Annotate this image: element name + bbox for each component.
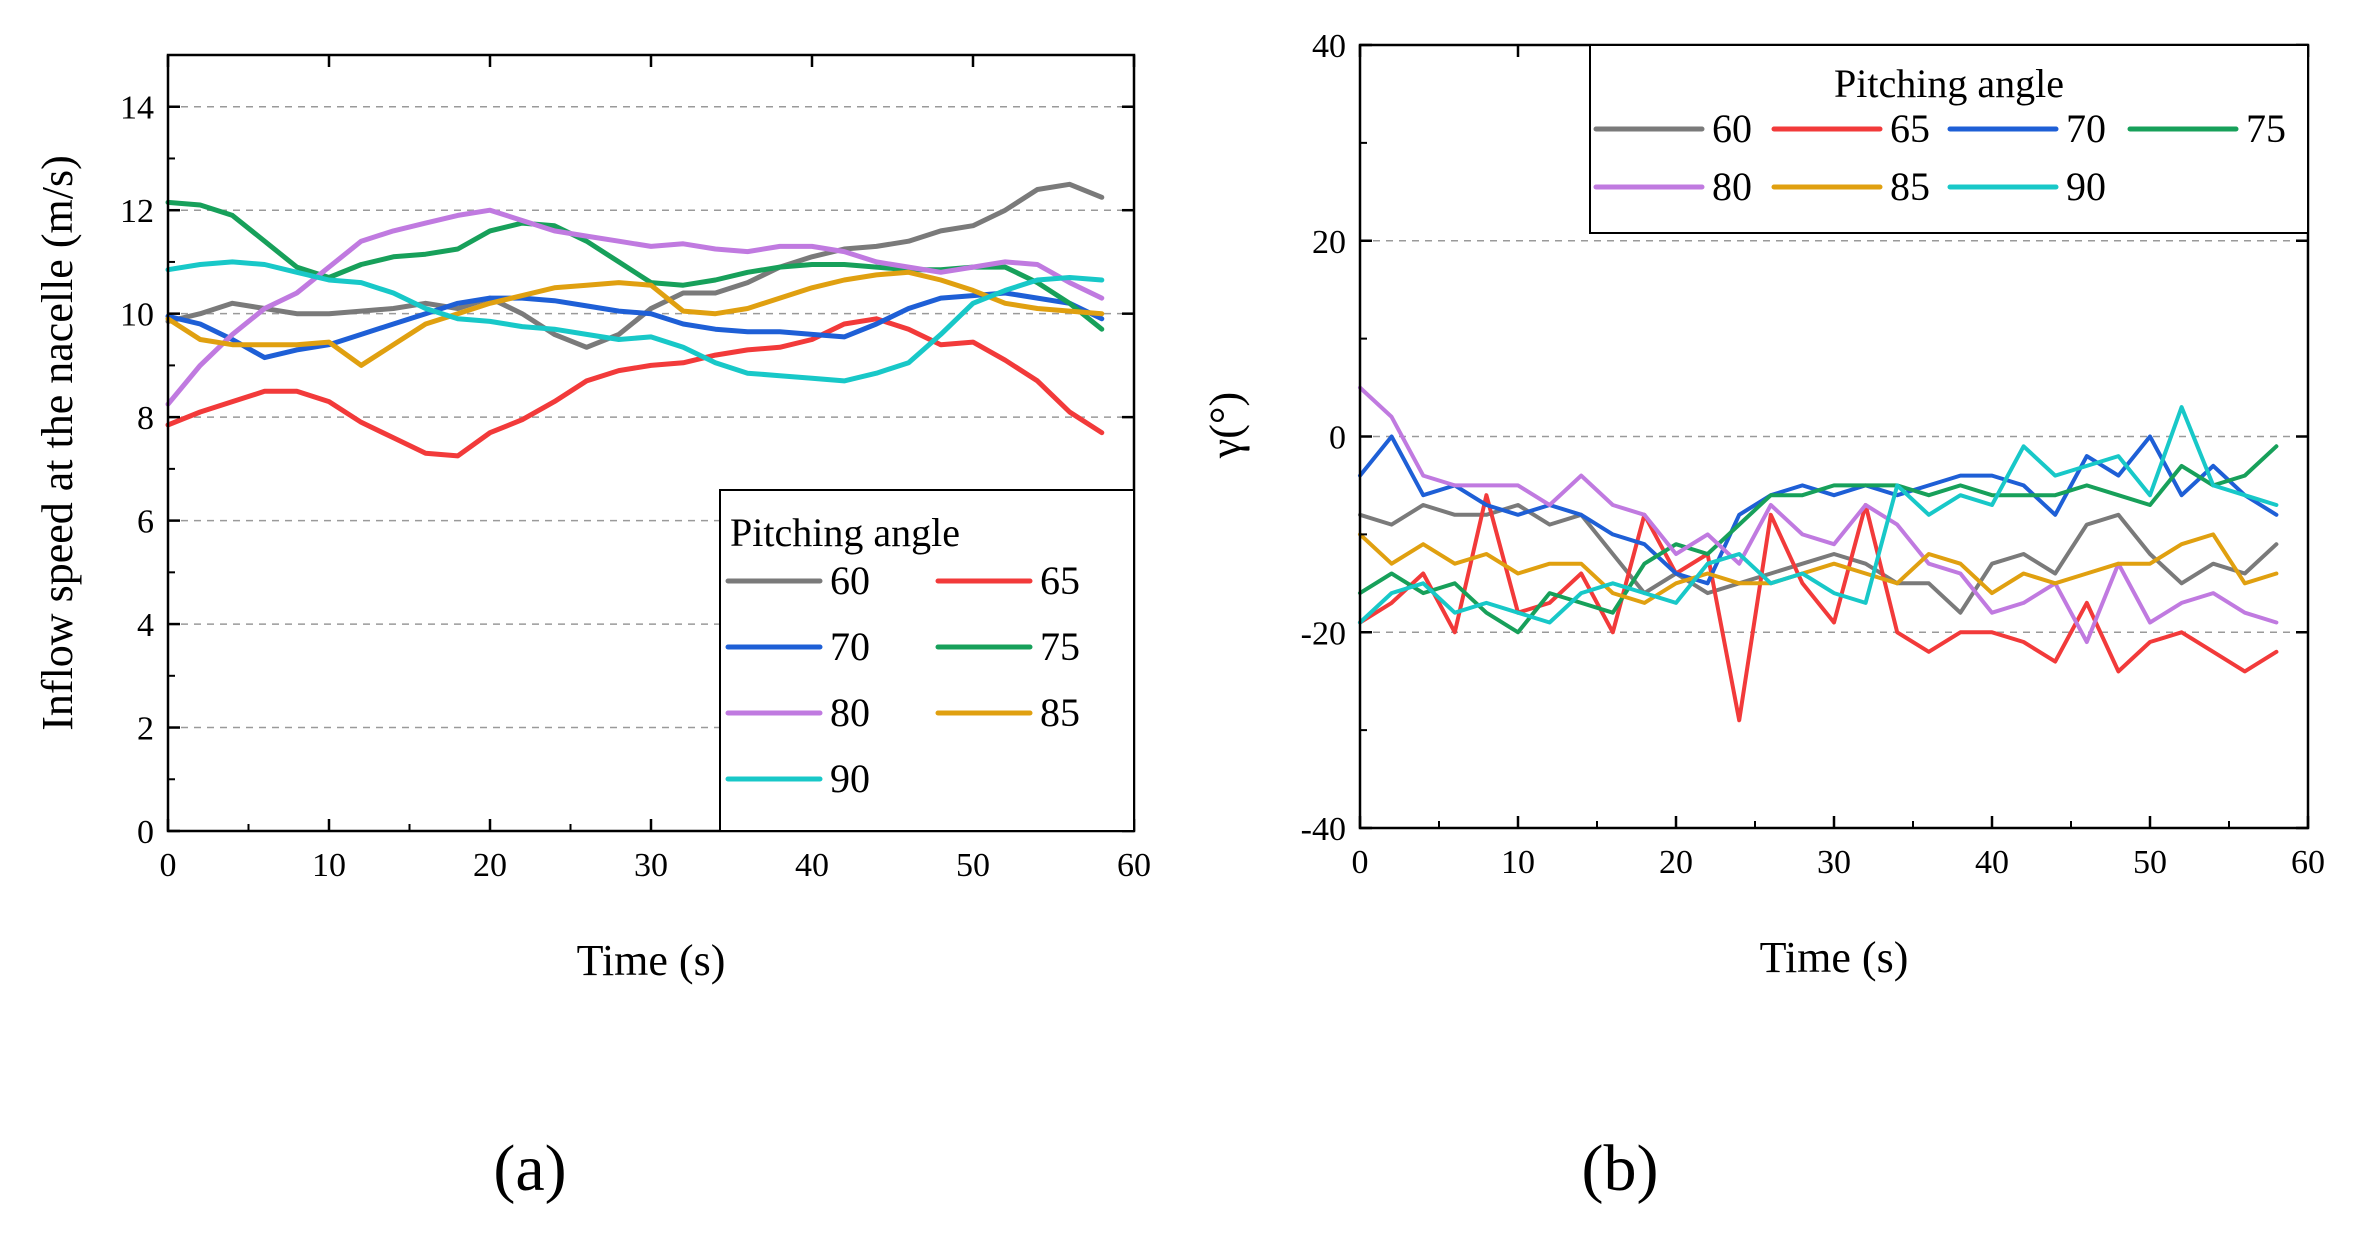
chart-a-xtick-label: 0: [160, 847, 177, 884]
chart-a-ytick-label: 8: [137, 400, 154, 437]
chart-a-legend-label-80: 80: [830, 690, 870, 735]
chart-b-ytick-label: 40: [1312, 28, 1346, 65]
chart-a-legend: Pitching angle 60 65 70 75 80 85 90: [719, 489, 1135, 832]
chart-b-xtick-label: 60: [2291, 844, 2325, 881]
chart-a-xtick-label: 10: [312, 847, 346, 884]
chart-a-series: [165, 181, 1105, 459]
chart-a-legend-label-90: 90: [830, 756, 870, 801]
chart-a-series-85: [165, 269, 1105, 368]
chart-a-legend-entries: 60 65 70 75 80 85 90: [725, 558, 1080, 801]
chart-b-ytick-label: -20: [1301, 615, 1346, 652]
chart-b-ytick-label: 20: [1312, 224, 1346, 261]
chart-b-xticks: 0 10 20 30 40 50 60: [1352, 45, 2325, 881]
chart-a-series-90: [165, 259, 1105, 384]
chart-a-yticks: 0 2 4 6 8 10 12 14: [120, 90, 1134, 851]
chart-a-ytick-label: 10: [120, 297, 154, 334]
chart-b-legend-label-85: 85: [1890, 164, 1930, 209]
chart-b-series-75: [1358, 444, 2279, 635]
chart-b-xtick-label: 10: [1501, 844, 1535, 881]
chart-a-legend-label-70: 70: [830, 624, 870, 669]
chart-b-legend-label-60: 60: [1712, 106, 1752, 151]
chart-b-legend-label-80: 80: [1712, 164, 1752, 209]
chart-a: 0 10 20 30 40 50 60 0 2 4 6 8 10 12 14 Time (s) Inflo…: [33, 53, 1151, 985]
chart-b-legend-title: Pitching angle: [1834, 61, 2064, 106]
chart-b-legend-label-65: 65: [1890, 106, 1930, 151]
chart-b-series-90: [1358, 405, 2279, 625]
panel-label-a: (a): [493, 1132, 566, 1205]
chart-a-legend-label-60: 60: [830, 558, 870, 603]
chart-a-ytick-label: 12: [120, 193, 154, 230]
chart-a-xtick-label: 30: [634, 847, 668, 884]
chart-b-ytick-label: 0: [1329, 420, 1346, 457]
chart-b-legend-box: [1589, 44, 2309, 234]
chart-b-yticks: -40 -20 0 20 40: [1301, 28, 2308, 848]
chart-a-ytick-label: 2: [137, 711, 154, 748]
chart-b-legend-label-70: 70: [2066, 106, 2106, 151]
chart-a-legend-title: Pitching angle: [730, 510, 960, 555]
chart-a-series-70: [165, 290, 1105, 361]
chart-a-xtick-label: 20: [473, 847, 507, 884]
chart-b-xtick-label: 20: [1659, 844, 1693, 881]
chart-a-xtick-label: 50: [956, 847, 990, 884]
chart-b-series-60: [1358, 503, 2279, 615]
chart-a-ytick-label: 14: [120, 90, 154, 127]
chart-a-xtick-label: 40: [795, 847, 829, 884]
chart-b-legend-entries: 60 65 70 75 80 85 90: [1593, 106, 2286, 209]
chart-b-series-85: [1358, 532, 2279, 605]
chart-a-xtick-label: 60: [1117, 847, 1151, 884]
chart-a-ylabel: Inflow speed at the nacelle (m/s): [33, 155, 82, 730]
chart-b-series-65: [1358, 493, 2279, 723]
chart-a-legend-label-85: 85: [1040, 690, 1080, 735]
chart-b-series: [1358, 385, 2279, 723]
chart-a-ytick-label: 0: [137, 814, 154, 851]
chart-b-ytick-label: -40: [1301, 811, 1346, 848]
chart-b-series-80: [1358, 385, 2279, 644]
chart-a-legend-label-75: 75: [1040, 624, 1080, 669]
panel-label-b: (b): [1582, 1132, 1659, 1205]
chart-a-series-80: [165, 207, 1105, 407]
chart-b-xtick-label: 50: [2133, 844, 2167, 881]
chart-a-series-65: [165, 316, 1105, 459]
chart-a-legend-box: [719, 489, 1135, 832]
chart-b-xlabel: Time (s): [1760, 933, 1909, 982]
chart-a-legend-label-65: 65: [1040, 558, 1080, 603]
chart-a-series-60: [165, 181, 1105, 350]
chart-a-ytick-label: 4: [137, 607, 154, 644]
chart-a-ytick-label: 6: [137, 504, 154, 541]
chart-b-legend: Pitching angle 60 65 70 75 80 85 90: [1589, 44, 2309, 234]
chart-b-xtick-label: 40: [1975, 844, 2009, 881]
chart-a-xticks: 0 10 20 30 40 50 60: [160, 55, 1151, 884]
chart-b-ylabel: γ(°): [1201, 392, 1250, 459]
chart-b-legend-label-75: 75: [2246, 106, 2286, 151]
chart-a-xlabel: Time (s): [577, 936, 726, 985]
chart-b-xtick-label: 0: [1352, 844, 1369, 881]
chart-b-legend-label-90: 90: [2066, 164, 2106, 209]
chart-b-grid: [1360, 240, 2308, 633]
chart-b-xtick-label: 30: [1817, 844, 1851, 881]
